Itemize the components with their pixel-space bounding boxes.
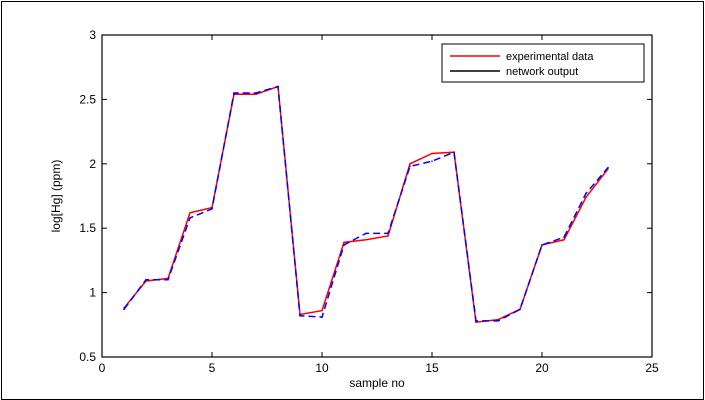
network-data-point [585, 192, 587, 195]
network-data-point [453, 151, 455, 154]
x-tick-label: 25 [645, 361, 659, 375]
experimental-data-point [321, 309, 323, 312]
network-data-point [321, 316, 323, 318]
experimental-data-point [563, 238, 565, 241]
axis-ticks: 0 5 10 15 20 25 0.5 1 1.5 2 2.5 3 [79, 28, 659, 375]
network-data-point [167, 278, 169, 281]
network-data-point [409, 165, 411, 168]
network-data-point [145, 278, 147, 281]
network-data-point [431, 160, 433, 163]
legend: experimental data network output [441, 43, 645, 83]
network-data-point [541, 244, 543, 246]
y-tick-label: 1 [89, 286, 96, 300]
x-tick-label: 0 [99, 361, 106, 375]
experimental-data-point [255, 93, 257, 96]
network-data-point [519, 308, 521, 311]
y-tick-label: 0.5 [79, 350, 96, 364]
x-tick-label: 5 [209, 361, 216, 375]
experimental-data-point [475, 321, 477, 324]
network-data-point [211, 208, 213, 210]
experimental-data-point [431, 152, 433, 155]
network-data-point [123, 308, 125, 311]
y-axis-label: log[Hg] (ppm) [49, 160, 63, 233]
plot-area [102, 35, 652, 357]
x-tick-label: 15 [425, 361, 439, 375]
network-data-point [255, 92, 257, 94]
plot-frame [101, 34, 653, 358]
y-tick-label: 2.5 [79, 92, 96, 106]
experimental-data-point [409, 163, 411, 165]
network-data-point [497, 320, 499, 322]
experimental-data-point [189, 211, 191, 214]
network-data-point [233, 92, 235, 94]
legend-label-network: network output [506, 66, 578, 78]
x-tick-label: 10 [315, 361, 329, 375]
x-axis-label: sample no [349, 376, 405, 390]
experimental-data-point [585, 196, 587, 199]
y-tick-label: 3 [89, 28, 96, 42]
network-data-point [299, 314, 301, 317]
experimental-data-point [365, 238, 367, 241]
network-data-point [343, 244, 345, 246]
network-data-point [607, 166, 609, 169]
experimental-data-point [343, 241, 345, 244]
network-data-point [563, 236, 565, 239]
experimental-data-point [387, 235, 389, 237]
legend-label-experimental: experimental data [506, 51, 594, 63]
network-data-point [277, 85, 279, 88]
y-tick-label: 2 [89, 157, 96, 171]
network-data-point [475, 320, 477, 322]
network-data-point [387, 232, 389, 235]
network-data-point [189, 217, 191, 219]
network-data-point [365, 232, 367, 235]
x-tick-label: 20 [535, 361, 549, 375]
y-tick-label: 1.5 [79, 221, 96, 235]
legend-box [441, 43, 645, 83]
series-layer [123, 85, 609, 324]
